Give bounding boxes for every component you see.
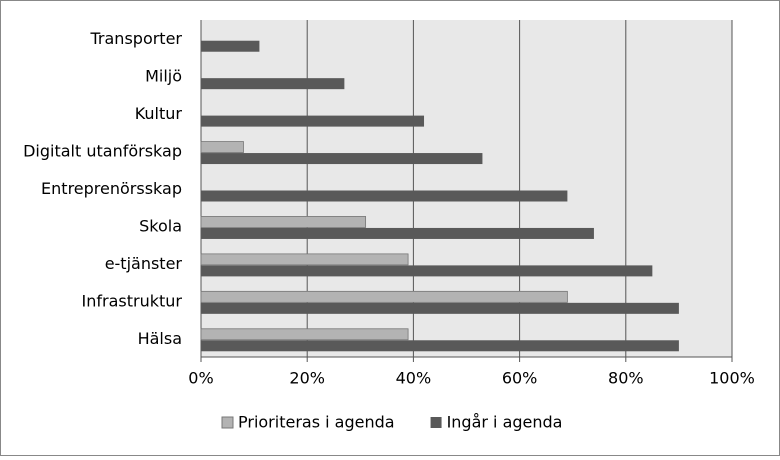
bar [200,141,244,153]
legend-label: Ingår i agenda [447,413,563,432]
bar [201,40,260,52]
y-tick-label: Hälsa [138,329,182,348]
y-tick-label: Entreprenörsskap [41,179,182,198]
y-tick-label: Transporter [90,29,183,48]
y-tick-label: Skola [139,216,182,235]
bar [200,290,568,303]
x-tick-label: 20% [289,369,325,388]
x-tick-label: 100% [709,369,755,388]
bar [201,265,653,277]
y-tick-label: Digitalt utanförskap [23,142,182,161]
x-tick-label: 40% [396,369,432,388]
legend-label: Prioriteras i agenda [238,413,395,432]
y-tick-label: Miljö [145,67,182,86]
bar [201,340,679,352]
bar [201,78,345,90]
y-tick-label: e-tjänster [105,254,183,273]
bar [201,227,594,239]
bar [201,115,425,127]
legend-swatch [430,417,442,428]
x-tick-label: 80% [608,369,644,388]
legend-swatch [221,416,234,429]
x-tick-label: 0% [188,369,213,388]
bar [201,190,568,202]
bar [201,153,483,165]
bar [200,328,409,341]
x-tick-label: 60% [502,369,538,388]
y-tick-label: Kultur [135,104,183,123]
bar [200,253,409,266]
y-tick-label: Infrastruktur [82,291,183,310]
bar [201,302,679,314]
bar [200,216,367,228]
